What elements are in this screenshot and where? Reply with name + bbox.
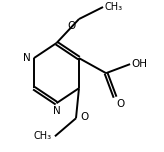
Text: O: O: [117, 99, 125, 109]
Text: N: N: [53, 106, 60, 116]
Text: CH₃: CH₃: [34, 131, 52, 141]
Text: O: O: [81, 112, 89, 122]
Text: CH₃: CH₃: [104, 2, 123, 12]
Text: O: O: [68, 21, 76, 31]
Text: N: N: [23, 53, 31, 63]
Text: OH: OH: [132, 59, 148, 69]
